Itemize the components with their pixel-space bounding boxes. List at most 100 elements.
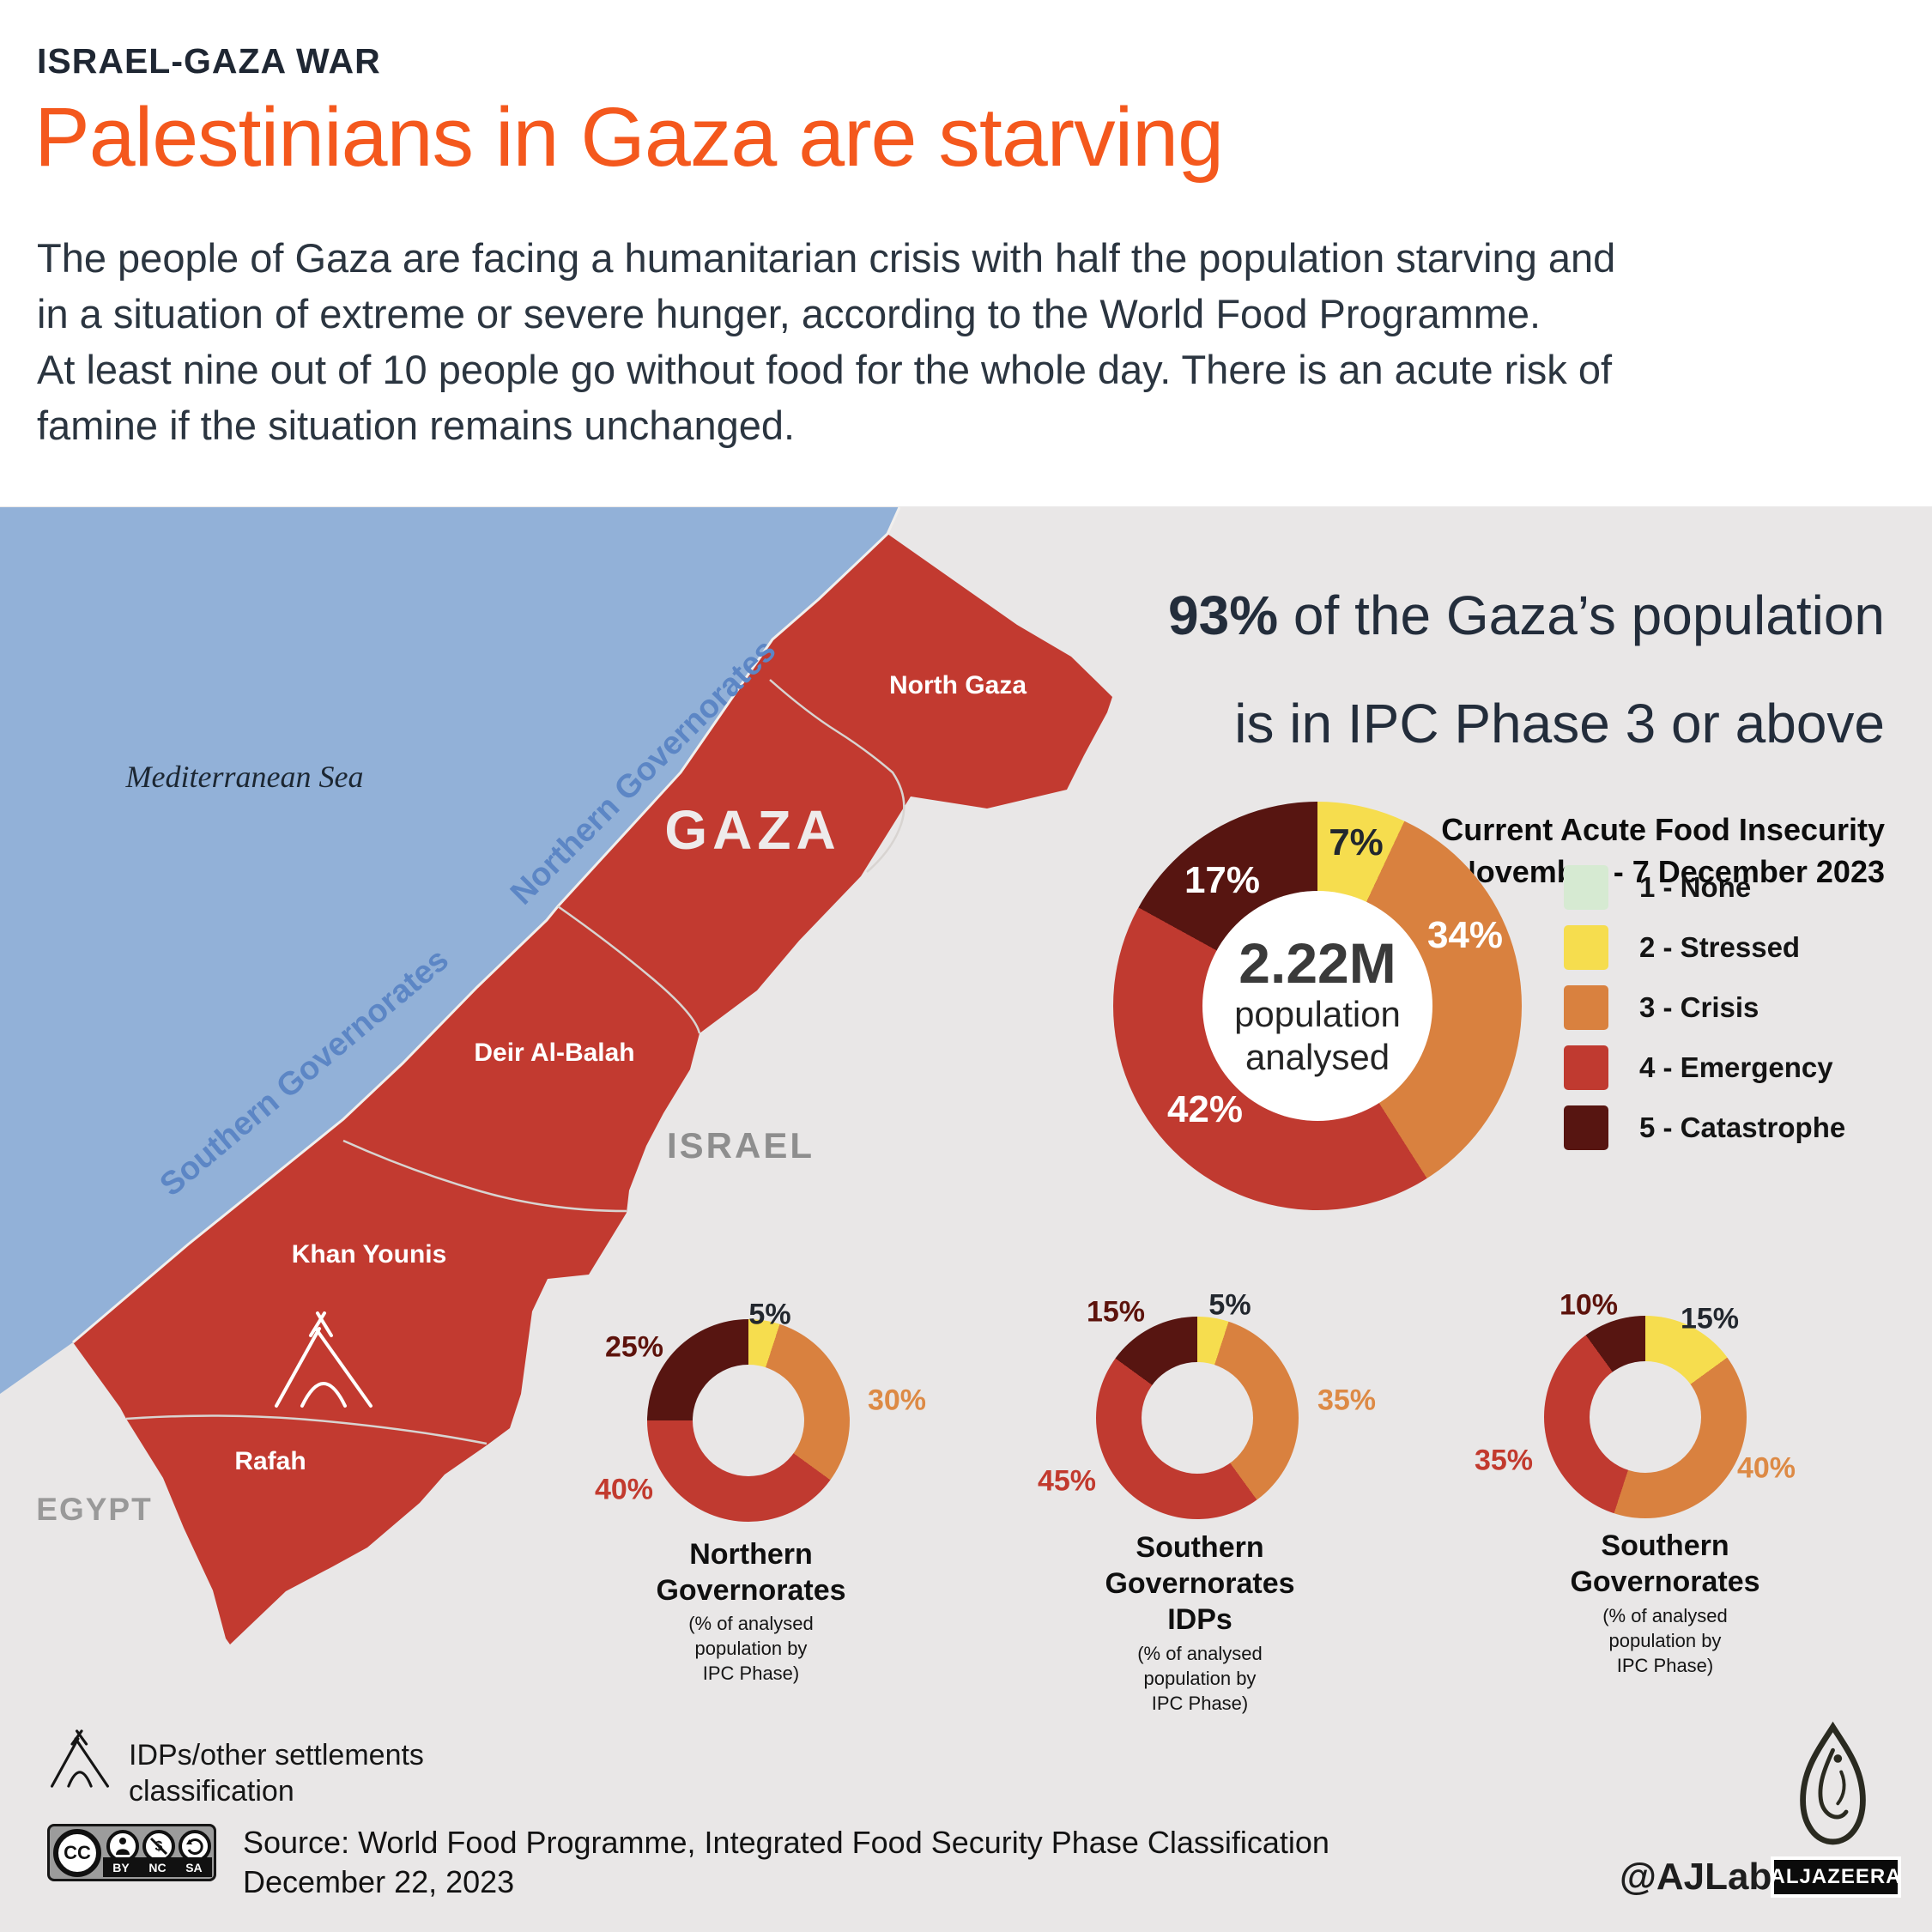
- legend-swatch-none: [1564, 865, 1608, 910]
- kicker: ISRAEL-GAZA WAR: [37, 41, 381, 81]
- subcaption-line: (% of analysed: [688, 1613, 814, 1634]
- gaza-strip-shape: [73, 534, 1112, 1644]
- mediterranean-sea-shape: [0, 507, 899, 1394]
- gaza-map: [0, 506, 1112, 1644]
- coastline: [72, 506, 901, 1344]
- legend-row-none: 1 - None: [1564, 857, 1845, 918]
- israel-label: ISRAEL: [666, 1125, 815, 1166]
- period-caption: Current Acute Food Insecurity 24 Novembe…: [1411, 809, 1885, 893]
- slice-label-north-catastrophe: 25%: [604, 1330, 664, 1364]
- population-analysed-label: population analysed: [1234, 993, 1401, 1079]
- caption-northern-governorates: Northern Governorates: [656, 1536, 845, 1608]
- region-label-north-gaza: North Gaza: [888, 671, 1027, 700]
- tent-legend-icon: [50, 1729, 110, 1788]
- slice-label-north-crisis: 30%: [867, 1384, 927, 1417]
- legend-row-emergency: 4 - Emergency: [1564, 1038, 1845, 1098]
- subcaption-southern-governorates: (% of analysed population by IPC Phase): [1602, 1603, 1728, 1678]
- headline-stat: 93% of the Gaza’s population is in IPC P…: [1168, 561, 1885, 778]
- intro-line-4: famine if the situation remains unchange…: [37, 403, 796, 448]
- donut-center-text: 2.22M population analysed: [1234, 933, 1401, 1079]
- idp-legend-line2: classification: [129, 1775, 294, 1808]
- mediterranean-sea-label: Mediterranean Sea: [125, 760, 364, 794]
- al-jazeera-wordmark-text: ALJAZEERA: [1770, 1865, 1902, 1888]
- intro-line-3: At least nine out of 10 people go withou…: [37, 347, 1613, 392]
- caption-line: Southern: [1136, 1531, 1264, 1564]
- legend-label-crisis: 3 - Crisis: [1639, 991, 1759, 1023]
- legend-row-stressed: 2 - Stressed: [1564, 918, 1845, 978]
- legend-row-catastrophe: 5 - Catastrophe: [1564, 1098, 1845, 1158]
- slice-label-main-stressed: 7%: [1329, 821, 1384, 863]
- subcaption-line: population by: [1608, 1630, 1722, 1651]
- donut-hole: [1202, 891, 1432, 1121]
- legend-swatch-catastrophe: [1564, 1105, 1608, 1150]
- caption-line: Governorates: [1570, 1566, 1760, 1598]
- donut-chart-northern-governorates: 5% 30% 40% 25%: [595, 1299, 926, 1522]
- slice-label-main-crisis: 34%: [1426, 914, 1504, 956]
- intro-line-1: The people of Gaza are facing a humanita…: [37, 235, 1616, 281]
- slice-label-main-catastrophe: 17%: [1184, 859, 1261, 901]
- cc-by-label: BY: [112, 1860, 130, 1874]
- subcaption-line: population by: [1143, 1668, 1257, 1689]
- subcaption-northern-governorates: (% of analysed population by IPC Phase): [688, 1611, 814, 1686]
- legend-label-none: 1 - None: [1639, 871, 1752, 903]
- slice-label-south-crisis: 40%: [1736, 1451, 1796, 1485]
- cc-icon: CC: [53, 1829, 101, 1877]
- idp-tent-icon: [275, 1311, 372, 1408]
- subcaption-line: IPC Phase): [702, 1662, 800, 1684]
- region-label-deir-al-balah: Deir Al-Balah: [474, 1039, 635, 1067]
- slice-label-north-emergency: 40%: [594, 1473, 654, 1506]
- page-title: Palestinians in Gaza are starving: [34, 90, 1224, 184]
- cc-sa-icon: [179, 1830, 211, 1862]
- legend-label-stressed: 2 - Stressed: [1639, 931, 1801, 963]
- intro-line-2: in a situation of extreme or severe hung…: [37, 291, 1541, 336]
- caption-southern-governorates: Southern Governorates: [1570, 1528, 1759, 1600]
- donut-chart-southern-governorates: 15% 40% 35% 10%: [1475, 1289, 1796, 1518]
- cc-sa-label: SA: [185, 1860, 203, 1874]
- cc-nc-label: NC: [148, 1860, 167, 1874]
- source-line1: Source: World Food Programme, Integrated…: [243, 1825, 1329, 1860]
- donut-chart-total: 2.22M population analysed 7% 34% 42% 17%: [1113, 802, 1522, 1210]
- slice-label-south-stressed: 15%: [1680, 1302, 1740, 1335]
- slice-label-south-catastrophe: 10%: [1559, 1288, 1619, 1322]
- source-line2: December 22, 2023: [243, 1864, 515, 1899]
- cc-nc-icon: $: [142, 1830, 175, 1862]
- legend-label-catastrophe: 5 - Catastrophe: [1639, 1111, 1846, 1143]
- infographic-panel: Mediterranean Sea Northern Governorates …: [0, 506, 1932, 1932]
- governorate-borders: [125, 679, 905, 1445]
- period-line2: 24 November - 7 December 2023: [1410, 854, 1885, 889]
- caption-line: Governorates: [1105, 1567, 1295, 1600]
- stat-line1-rest: of the Gaza’s population: [1278, 584, 1885, 646]
- al-jazeera-logo: [1800, 1721, 1866, 1845]
- legend-label-emergency: 4 - Emergency: [1639, 1051, 1833, 1083]
- caption-line: Northern: [689, 1538, 813, 1571]
- caption-line: Southern: [1601, 1529, 1729, 1562]
- donut-hole: [1590, 1361, 1701, 1473]
- slice-label-main-emergency: 42%: [1166, 1088, 1244, 1130]
- idp-legend-note: IDPs/other settlements classification: [129, 1737, 424, 1809]
- slice-label-south_idps-stressed: 5%: [1208, 1288, 1251, 1322]
- legend-swatch-crisis: [1564, 985, 1608, 1030]
- subcaption-line: IPC Phase): [1616, 1655, 1714, 1676]
- egypt-label: EGYPT: [36, 1492, 153, 1527]
- slice-label-south_idps-emergency: 45%: [1037, 1464, 1097, 1498]
- gaza-label: GAZA: [664, 799, 841, 861]
- intro-paragraph: The people of Gaza are facing a humanita…: [37, 230, 1615, 453]
- creative-commons-badge: CC $ BY NC SA: [47, 1824, 216, 1881]
- region-label-khan-younis: Khan Younis: [291, 1240, 447, 1269]
- caption-line: Governorates: [656, 1574, 846, 1607]
- slice-label-south-emergency: 35%: [1474, 1444, 1534, 1477]
- period-line1: Current Acute Food Insecurity: [1441, 812, 1885, 847]
- slice-label-south_idps-catastrophe: 15%: [1086, 1295, 1146, 1329]
- legend-swatch-emergency: [1564, 1045, 1608, 1090]
- ajlabs-handle: @AJLabs: [1620, 1856, 1793, 1898]
- legend-row-crisis: 3 - Crisis: [1564, 978, 1845, 1038]
- idp-legend-line1: IDPs/other settlements: [129, 1739, 424, 1772]
- headline-stat-line2: is in IPC Phase 3 or above: [1234, 693, 1885, 754]
- subcaption-line: (% of analysed: [1602, 1605, 1728, 1626]
- subcaption-southern-governorates-idps: (% of analysed population by IPC Phase): [1137, 1641, 1263, 1716]
- al-jazeera-wordmark: ALJAZEERA: [1771, 1856, 1901, 1898]
- caption-southern-governorates-idps: Southern Governorates IDPs: [1105, 1529, 1294, 1638]
- subcaption-line: IPC Phase): [1151, 1693, 1249, 1714]
- donut-chart-southern-governorates-idps: 5% 35% 45% 15%: [1038, 1289, 1376, 1519]
